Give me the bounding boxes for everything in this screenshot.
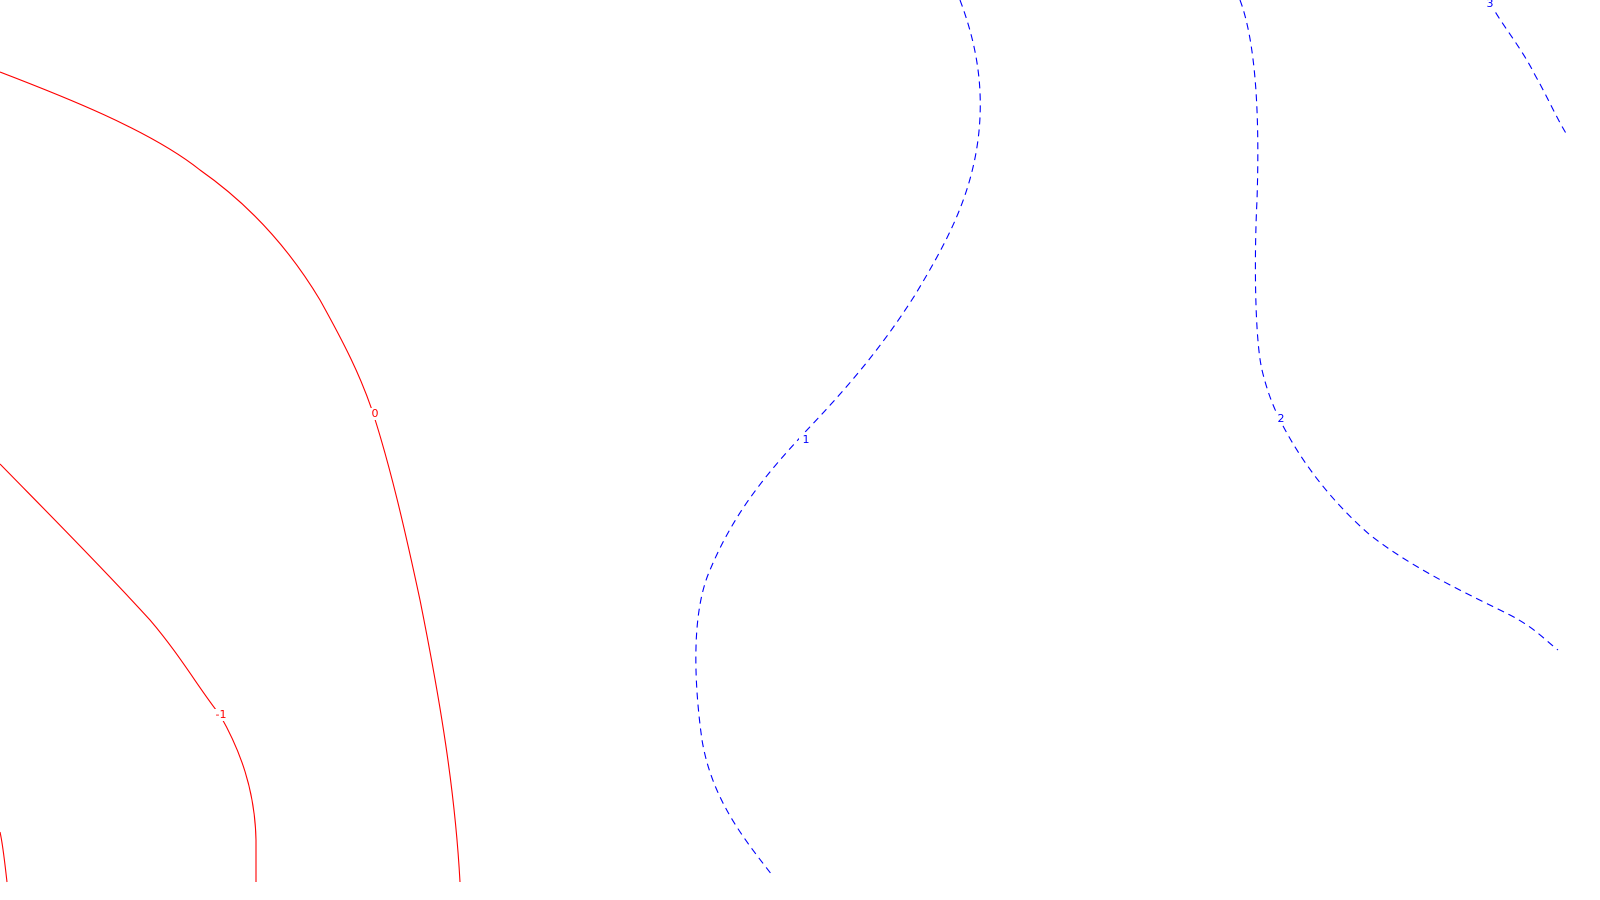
contour-label-bg [214, 709, 228, 721]
contour-label-bg [1274, 413, 1288, 425]
contour-label-level-neg1: -1 [216, 708, 227, 721]
contour-line-level-2 [1239, 0, 1559, 651]
contour-label-level-3: 3 [1487, 0, 1494, 10]
contour-line-level-3 [1489, 1, 1568, 136]
contour-line-level-neg1-2 [0, 831, 8, 883]
contour-label-bg [368, 408, 382, 420]
contour-label-level-1: 1 [803, 433, 810, 446]
contour-line-level-0 [0, 71, 461, 883]
contour-labels: -1 0 1 2 3 [214, 0, 1497, 721]
contour-lines [0, 0, 1568, 883]
contour-label-bg [1483, 0, 1497, 10]
contour-line-level-neg1-1 [0, 463, 257, 882]
contour-label-level-2: 2 [1278, 412, 1285, 425]
contour-label-level-0: 0 [372, 407, 379, 420]
contour-line-level-1 [695, 0, 981, 876]
contour-label-bg [799, 434, 813, 446]
